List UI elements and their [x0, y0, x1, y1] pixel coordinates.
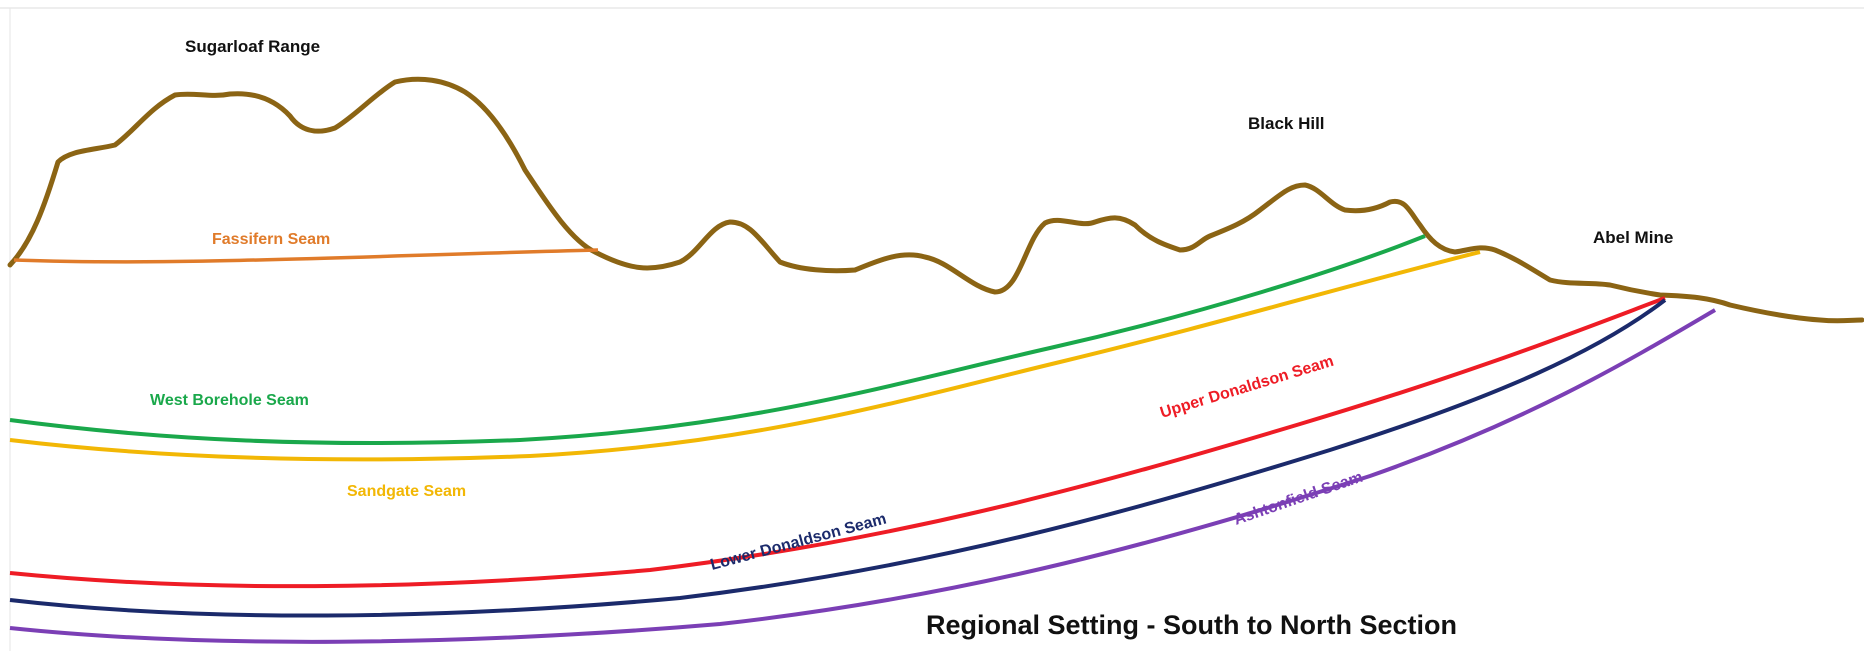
seam-line-ashtonfield [9, 308, 1717, 644]
terrain-profile [7, 76, 1864, 324]
seam-line-fassifern [13, 248, 599, 264]
label-west-borehole-seam: West Borehole Seam [150, 392, 309, 409]
label-upper-donaldson-seam: Upper Donaldson Seam [1158, 353, 1336, 422]
label-sugarloaf-range: Sugarloaf Range [185, 37, 320, 56]
seam-line-west-borehole [9, 234, 1426, 446]
diagram-caption: Regional Setting - South to North Sectio… [926, 610, 1457, 640]
seam-line-sandgate [9, 250, 1481, 462]
label-lower-donaldson-seam: Lower Donaldson Seam [709, 510, 889, 573]
label-sandgate-seam: Sandgate Seam [347, 483, 466, 500]
label-abel-mine: Abel Mine [1593, 228, 1673, 247]
seam-line-lower-donaldson [9, 298, 1667, 618]
label-black-hill: Black Hill [1248, 114, 1325, 133]
label-ashtonfield-seam: Ashtonfield Seam [1232, 469, 1365, 529]
seam-line-upper-donaldson [9, 296, 1666, 589]
label-fassifern-seam: Fassifern Seam [212, 231, 330, 248]
